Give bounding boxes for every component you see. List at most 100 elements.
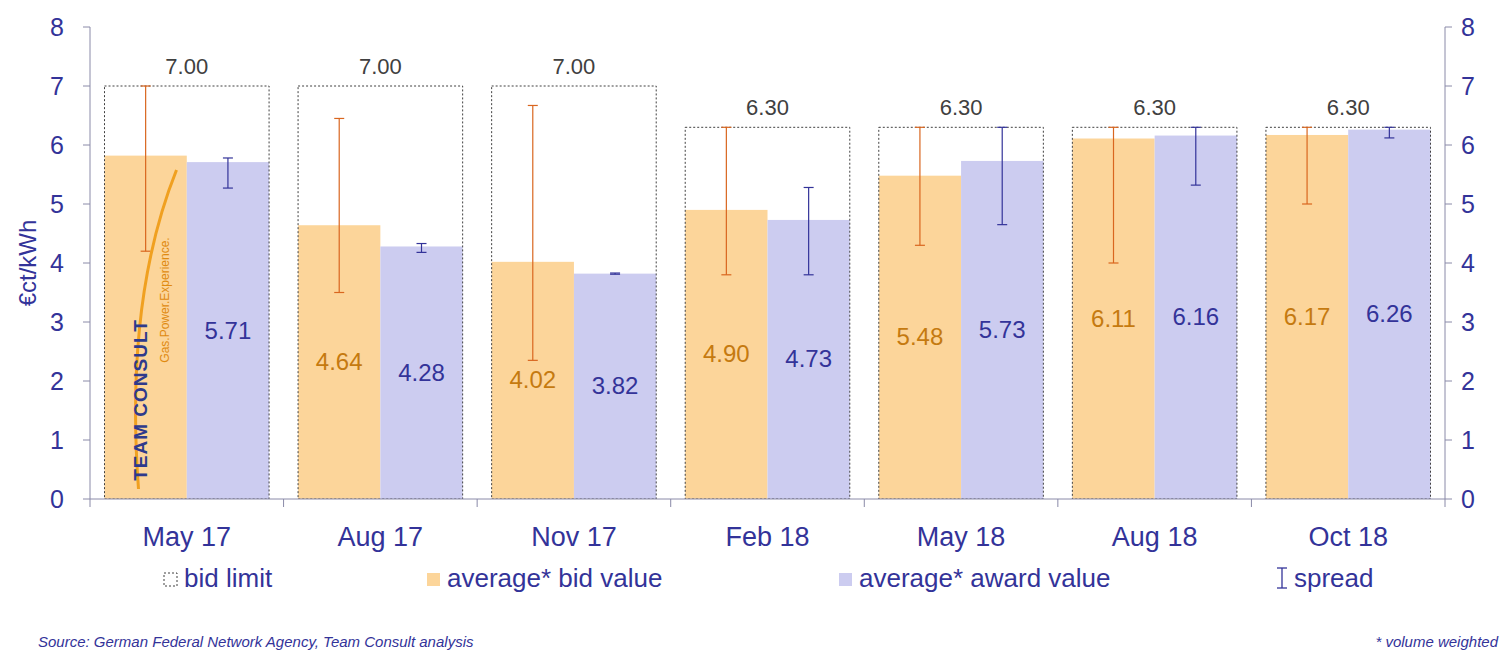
y-tick <box>83 145 90 146</box>
spread <box>141 86 151 251</box>
bar <box>574 274 656 499</box>
y2-tick-label: 7 <box>1461 72 1475 100</box>
legend-spread-symbol <box>1281 568 1282 588</box>
x-tick-label: Nov 17 <box>531 522 617 552</box>
data-label: 4.90 <box>703 340 750 367</box>
x-tick-label: May 17 <box>143 522 232 552</box>
y-tick-label: 0 <box>50 485 64 513</box>
spread-cap <box>1384 127 1394 128</box>
x-tick-label: Feb 18 <box>725 522 809 552</box>
data-label: 6.11 <box>1091 305 1136 332</box>
spread <box>804 187 814 274</box>
spread-cap <box>417 243 427 244</box>
data-label: 6.30 <box>940 95 983 120</box>
y-tick <box>83 440 90 441</box>
source-note: Source: German Federal Network Agency, T… <box>38 633 474 650</box>
bid-limit-box <box>492 86 657 499</box>
y-tick-label: 2 <box>50 367 64 395</box>
bar <box>187 162 269 499</box>
data-label: 6.30 <box>1133 95 1176 120</box>
x-tick-label: May 18 <box>917 522 1006 552</box>
legend-swatch <box>839 573 852 586</box>
legend-label: average* bid value <box>447 563 662 593</box>
y-tick <box>83 263 90 264</box>
spread-line <box>919 127 920 245</box>
legend: bid limit average* bid value average* awar… <box>164 563 1374 593</box>
spread-cap <box>1384 137 1394 138</box>
data-label: 7.00 <box>359 54 402 79</box>
x-tick <box>90 499 91 507</box>
bid-limit-box <box>298 86 463 499</box>
spread-cap <box>141 251 151 252</box>
x-tick <box>1445 499 1446 507</box>
labels: 7.007.007.006.306.306.306.304.644.024.90… <box>165 54 1412 399</box>
spread-cap <box>997 224 1007 225</box>
y2-tick-label: 8 <box>1461 13 1475 41</box>
spread-cap <box>141 85 151 86</box>
spread-cap <box>1302 127 1312 128</box>
legend-label: bid limit <box>184 563 273 593</box>
data-label: 5.73 <box>979 316 1026 343</box>
y2-tick-label: 6 <box>1461 131 1475 159</box>
x-tick <box>670 499 671 507</box>
legend-swatch <box>427 573 440 586</box>
y2-tick-label: 0 <box>1461 485 1475 513</box>
plot-area <box>105 86 1431 499</box>
spread-cap <box>721 274 731 275</box>
y2-tick <box>1445 27 1452 28</box>
spread-line <box>1195 127 1196 185</box>
spread <box>997 127 1007 224</box>
legend-spread-symbol <box>1277 587 1287 588</box>
spread-cap <box>610 272 620 273</box>
spread-cap <box>528 105 538 106</box>
watermark-text: TEAM CONSULT <box>130 319 151 481</box>
bid-limit-box <box>105 86 270 499</box>
y-axis-label: €ct/kWh <box>14 220 41 307</box>
data-label: 4.73 <box>785 345 832 372</box>
spread-line <box>808 187 809 274</box>
spread-cap <box>528 360 538 361</box>
spread-line <box>339 118 340 292</box>
legend-label: average* award value <box>859 563 1111 593</box>
spread <box>223 158 233 188</box>
y2-tick <box>1445 381 1452 382</box>
spread <box>1302 127 1312 204</box>
y-tick <box>83 86 90 87</box>
data-label: 3.82 <box>592 372 639 399</box>
data-label: 4.02 <box>509 366 556 393</box>
y2-tick <box>1445 440 1452 441</box>
data-label: 6.30 <box>746 95 789 120</box>
axes: 012345678012345678May 17Aug 17Nov 17Feb … <box>14 13 1475 552</box>
y-tick-label: 8 <box>50 13 64 41</box>
spread-cap <box>1109 127 1119 128</box>
y-tick-label: 6 <box>50 131 64 159</box>
footnote: * volume weighted <box>1375 633 1498 650</box>
x-tick-label: Aug 18 <box>1112 522 1198 552</box>
spread-cap <box>997 127 1007 128</box>
spread <box>334 118 344 292</box>
y-tick-label: 1 <box>50 426 64 454</box>
bid-limit-box <box>685 127 850 499</box>
y-tick <box>83 381 90 382</box>
spread-cap <box>334 118 344 119</box>
spread <box>1384 127 1394 138</box>
spread-cap <box>721 127 731 128</box>
x-tick <box>477 499 478 507</box>
spread-cap <box>223 157 233 158</box>
spread-line <box>421 244 422 253</box>
x-tick <box>1057 499 1058 507</box>
spread <box>417 244 427 253</box>
spread-line <box>726 127 727 274</box>
spread <box>1191 127 1201 185</box>
spread <box>721 127 731 274</box>
x-tick <box>283 499 284 507</box>
spread-cap <box>915 245 925 246</box>
spread <box>610 273 620 274</box>
y-tick-label: 4 <box>50 249 64 277</box>
spread-cap <box>1302 203 1312 204</box>
bar <box>1155 136 1237 499</box>
y2-tick <box>1445 499 1452 500</box>
spread-line <box>1002 127 1003 224</box>
spread-cap <box>1191 185 1201 186</box>
y2-tick-label: 3 <box>1461 308 1475 336</box>
